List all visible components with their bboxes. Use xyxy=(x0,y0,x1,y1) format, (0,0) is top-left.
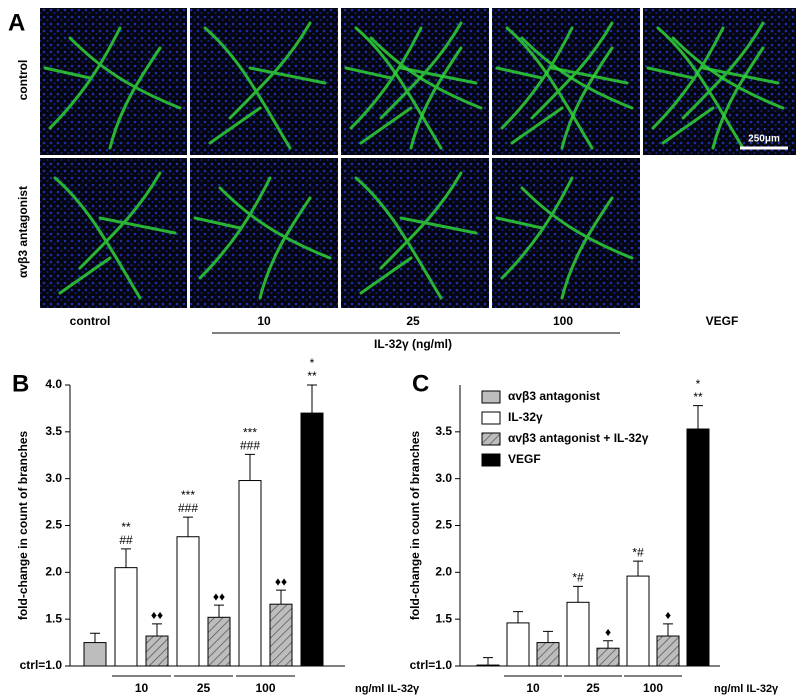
significance-label: ** xyxy=(307,369,317,383)
y-tick-label: ctrl=1.0 xyxy=(410,658,453,672)
panel-label: A xyxy=(8,9,25,36)
error-bar xyxy=(483,657,493,666)
legend-swatch xyxy=(481,432,501,446)
bar xyxy=(656,635,680,667)
bar xyxy=(626,575,650,667)
error-bar xyxy=(633,560,643,577)
significance-label: ## xyxy=(119,533,133,547)
error-bar xyxy=(543,630,553,643)
y-tick-label: 3.0 xyxy=(435,471,452,485)
column-label: 100 xyxy=(553,314,573,328)
y-tick-label: 4.0 xyxy=(45,377,62,391)
x-axis-label: ng/ml IL-32γ xyxy=(714,683,779,695)
significance-label: ♦♦ xyxy=(213,589,225,603)
error-bar xyxy=(214,604,224,618)
legend-swatch xyxy=(481,453,501,467)
significance-label: ♦♦ xyxy=(275,574,287,588)
y-tick-label: 2.5 xyxy=(435,518,452,532)
error-bar xyxy=(152,623,162,637)
legend-swatch xyxy=(481,390,501,404)
error-bar xyxy=(663,623,673,637)
micrograph xyxy=(40,8,187,155)
bar xyxy=(238,480,262,667)
error-bar xyxy=(603,640,613,649)
significance-label: ### xyxy=(178,501,198,515)
x-tick-label: 10 xyxy=(135,681,149,695)
y-tick-label: ctrl=1.0 xyxy=(20,658,63,672)
error-bar xyxy=(513,611,523,623)
y-tick-label: 1.5 xyxy=(45,611,62,625)
x-tick-label: 100 xyxy=(255,681,275,695)
error-bar xyxy=(307,384,317,414)
legend-label: αvβ3 antagonist + IL-32γ xyxy=(508,431,649,445)
bar xyxy=(176,536,200,667)
legend-label: VEGF xyxy=(508,452,541,466)
legend-swatch xyxy=(481,411,501,425)
panel-label: B xyxy=(12,370,29,397)
column-label: VEGF xyxy=(706,314,739,328)
significance-label: * xyxy=(696,377,701,391)
bar xyxy=(476,664,500,667)
error-bar xyxy=(90,632,100,643)
x-tick-label: 10 xyxy=(526,681,540,695)
group-label: IL-32γ (ng/ml) xyxy=(374,337,452,351)
significance-label: *** xyxy=(181,488,195,502)
x-tick-label: 25 xyxy=(197,681,211,695)
column-label: 10 xyxy=(257,314,271,328)
x-tick-label: 100 xyxy=(643,681,663,695)
scale-bar-label: 250μm xyxy=(748,134,780,145)
panel-label: C xyxy=(412,370,429,397)
y-tick-label: 2.5 xyxy=(45,518,62,532)
bar xyxy=(145,635,169,667)
y-tick-label: 1.5 xyxy=(435,611,452,625)
x-tick-label: 25 xyxy=(586,681,600,695)
significance-label: ♦ xyxy=(665,608,671,622)
significance-label: ♦ xyxy=(605,625,611,639)
significance-label: *# xyxy=(632,545,644,559)
bar xyxy=(506,622,530,667)
y-tick-label: 3.0 xyxy=(45,471,62,485)
error-bar xyxy=(276,589,286,605)
significance-label: ** xyxy=(693,390,703,404)
column-label: 25 xyxy=(406,314,420,328)
bar xyxy=(269,603,293,667)
bar xyxy=(300,412,324,667)
bar xyxy=(686,428,710,667)
significance-label: ♦♦ xyxy=(151,608,163,622)
micrographs: 250μm xyxy=(40,8,796,308)
error-bar xyxy=(245,453,255,481)
y-tick-label: 2.0 xyxy=(45,565,62,579)
error-bar xyxy=(693,405,703,430)
y-axis-label: fold-change in count of branches xyxy=(408,431,422,621)
bar xyxy=(114,567,138,667)
y-tick-label: 3.5 xyxy=(45,424,62,438)
bar xyxy=(596,647,620,667)
bar xyxy=(566,601,590,667)
legend-label: αvβ3 antagonist xyxy=(508,389,600,403)
bar xyxy=(83,642,107,667)
significance-label: ### xyxy=(240,438,260,452)
error-bar xyxy=(121,548,131,568)
significance-label: * xyxy=(310,356,315,370)
bar xyxy=(536,642,560,667)
row-label: αvβ3 antagonist xyxy=(16,186,30,278)
significance-label: *** xyxy=(243,425,257,439)
y-tick-label: 2.0 xyxy=(435,565,452,579)
legend-label: IL-32γ xyxy=(508,410,543,424)
row-label: control xyxy=(16,60,30,101)
x-axis-label: ng/ml IL-32γ xyxy=(355,683,420,695)
significance-label: ** xyxy=(121,520,131,534)
y-axis-label: fold-change in count of branches xyxy=(16,431,30,621)
error-bar xyxy=(573,585,583,603)
error-bar xyxy=(183,516,193,537)
significance-label: *# xyxy=(572,571,584,585)
column-label: control xyxy=(70,314,111,328)
y-tick-label: 3.5 xyxy=(435,424,452,438)
bar xyxy=(207,616,231,667)
